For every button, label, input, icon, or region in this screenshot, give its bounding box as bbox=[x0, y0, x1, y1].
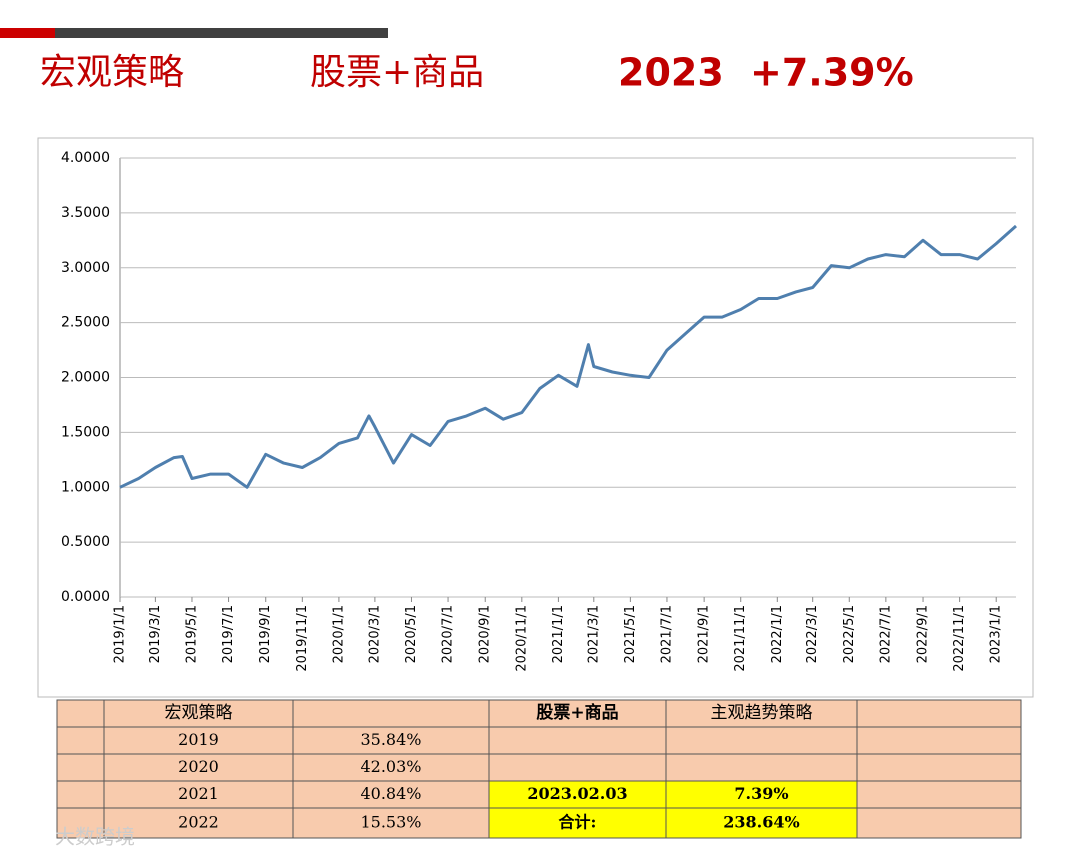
table-cell-text: 7.39% bbox=[734, 784, 788, 803]
table-header: 主观趋势策略 bbox=[711, 703, 813, 723]
table-cell bbox=[665, 780, 858, 809]
y-tick-label: 3.5000 bbox=[61, 205, 110, 221]
x-tick-label: 2020/9/1 bbox=[478, 605, 493, 663]
table-cell-text: 40.84% bbox=[360, 784, 421, 803]
header-middle: 股票+商品 bbox=[310, 52, 484, 93]
table-cell bbox=[856, 726, 1022, 755]
table-cell-text: 238.64% bbox=[723, 813, 799, 832]
table-cell bbox=[56, 726, 105, 755]
table-cell bbox=[488, 699, 667, 728]
table-header: 宏观策略 bbox=[165, 703, 233, 723]
table-cell bbox=[292, 753, 490, 782]
table-cell-text: 42.03% bbox=[360, 757, 421, 776]
table-cell-text: 2022 bbox=[178, 813, 219, 832]
table-header: 股票+商品 bbox=[536, 702, 618, 723]
watermark: 大数跨境 bbox=[55, 825, 135, 849]
x-tick-label: 2020/7/1 bbox=[441, 605, 456, 663]
table-cell-text: 合计: bbox=[559, 813, 597, 832]
chart-frame bbox=[37, 137, 1034, 698]
table-cell bbox=[856, 699, 1022, 728]
table-cell bbox=[665, 726, 858, 755]
table-cell bbox=[488, 726, 667, 755]
table-cell bbox=[856, 780, 1022, 809]
x-tick-label: 2021/11/1 bbox=[733, 605, 748, 672]
accent-bar bbox=[55, 28, 388, 38]
y-tick-label: 0.5000 bbox=[61, 534, 110, 550]
x-tick-label: 2021/1/1 bbox=[551, 605, 566, 663]
table-cell bbox=[292, 699, 490, 728]
table-cell-text: 35.84% bbox=[360, 730, 421, 749]
x-tick-label: 2020/3/1 bbox=[367, 605, 382, 663]
x-tick-label: 2019/7/1 bbox=[221, 605, 236, 663]
y-tick-label: 2.0000 bbox=[61, 370, 110, 386]
table-cell bbox=[488, 753, 667, 782]
y-tick-label: 1.0000 bbox=[61, 479, 110, 495]
table-cell bbox=[665, 807, 858, 839]
x-tick-label: 2020/1/1 bbox=[331, 605, 346, 663]
x-tick-label: 2022/3/1 bbox=[805, 605, 820, 663]
table-cell bbox=[488, 807, 667, 839]
x-tick-label: 2021/7/1 bbox=[659, 605, 674, 663]
x-tick-label: 2022/11/1 bbox=[952, 605, 967, 672]
x-tick-label: 2022/9/1 bbox=[916, 605, 931, 663]
table-cell bbox=[56, 753, 105, 782]
header-return: +7.39% bbox=[750, 51, 914, 95]
table-cell bbox=[665, 753, 858, 782]
accent-bar bbox=[0, 28, 55, 38]
x-tick-label: 2022/7/1 bbox=[878, 605, 893, 663]
table-cell bbox=[856, 807, 1022, 839]
x-tick-label: 2021/5/1 bbox=[623, 605, 638, 663]
y-tick-label: 0.0000 bbox=[61, 589, 110, 605]
y-tick-label: 2.5000 bbox=[61, 315, 110, 331]
y-tick-label: 3.0000 bbox=[61, 260, 110, 276]
table-cell-text: 15.53% bbox=[360, 813, 421, 832]
y-tick-label: 1.5000 bbox=[61, 424, 110, 440]
table-cell bbox=[292, 726, 490, 755]
x-tick-label: 2021/9/1 bbox=[697, 605, 712, 663]
table-cell-text: 2021 bbox=[178, 784, 219, 803]
y-tick-label: 4.0000 bbox=[61, 150, 110, 166]
x-tick-label: 2023/1/1 bbox=[989, 605, 1004, 663]
header-year: 2023 bbox=[618, 51, 724, 95]
x-tick-label: 2019/3/1 bbox=[148, 605, 163, 663]
x-tick-label: 2019/5/1 bbox=[184, 605, 199, 663]
table-cell bbox=[103, 807, 294, 839]
x-tick-label: 2019/11/1 bbox=[295, 605, 310, 672]
header-left: 宏观策略 bbox=[40, 52, 184, 93]
table-cell-text: 2019 bbox=[178, 730, 219, 749]
x-tick-label: 2022/5/1 bbox=[842, 605, 857, 663]
line-series bbox=[119, 224, 1017, 489]
table-cell bbox=[292, 780, 490, 809]
table-cell bbox=[56, 699, 105, 728]
table-cell bbox=[856, 753, 1022, 782]
table-cell bbox=[56, 807, 105, 839]
x-tick-label: 2022/1/1 bbox=[770, 605, 785, 663]
x-tick-label: 2019/9/1 bbox=[258, 605, 273, 663]
table-cell bbox=[103, 699, 294, 728]
table-cell bbox=[56, 780, 105, 809]
table-cell-text: 2023.02.03 bbox=[527, 784, 627, 803]
x-tick-label: 2020/5/1 bbox=[404, 605, 419, 663]
x-tick-label: 2021/3/1 bbox=[586, 605, 601, 663]
x-tick-label: 2020/11/1 bbox=[514, 605, 529, 672]
x-tick-label: 2019/1/1 bbox=[113, 605, 128, 663]
table-cell-text: 2020 bbox=[178, 757, 219, 776]
